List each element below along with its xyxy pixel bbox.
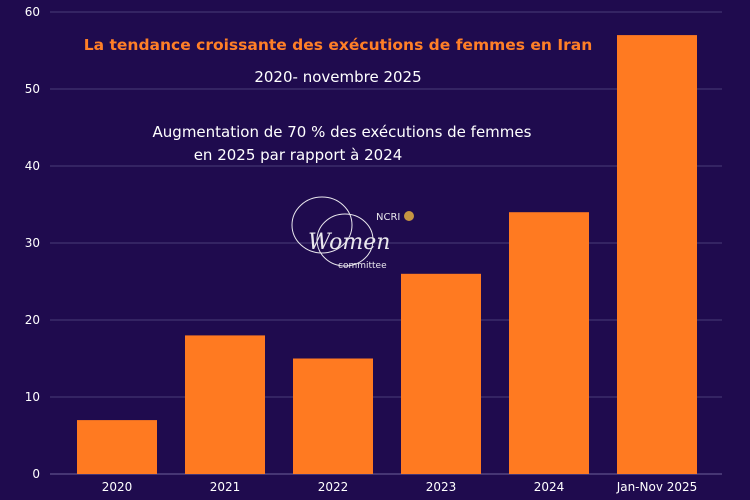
chart-title: La tendance croissante des exécutions de…	[84, 36, 592, 54]
x-tick-label: 2024	[534, 480, 565, 494]
x-tick-label: 2020	[102, 480, 133, 494]
bar-2022	[293, 358, 373, 474]
y-tick-label: 50	[25, 82, 40, 96]
y-tick-label: 30	[25, 236, 40, 250]
x-axis-ticks: 2020 2021 2022 2023 2024 Jan-Nov 2025	[102, 480, 698, 494]
y-tick-label: 40	[25, 159, 40, 173]
y-axis-ticks: 0 10 20 30 40 50 60	[25, 5, 40, 481]
bars	[77, 35, 697, 474]
annotation-line-1: Augmentation de 70 % des exécutions de f…	[153, 123, 532, 141]
y-tick-label: 10	[25, 390, 40, 404]
bar-2023	[401, 273, 481, 474]
y-tick-label: 20	[25, 313, 40, 327]
chart-subtitle: 2020- novembre 2025	[254, 68, 421, 86]
y-tick-label: 60	[25, 5, 40, 19]
x-tick-label: 2022	[318, 480, 349, 494]
bar-2024	[509, 212, 589, 474]
y-tick-label: 0	[32, 467, 40, 481]
x-tick-label: 2023	[426, 480, 457, 494]
svg-text:committee: committee	[338, 261, 387, 271]
x-tick-label: Jan-Nov 2025	[616, 480, 698, 494]
ncri-women-committee-logo: NCRI Women committee	[291, 196, 414, 271]
annotation-line-2: en 2025 par rapport à 2024	[194, 146, 403, 164]
bar-2021	[185, 335, 265, 474]
svg-text:NCRI: NCRI	[376, 212, 400, 223]
svg-text:Women: Women	[308, 230, 390, 255]
bar-2020	[77, 420, 157, 474]
x-tick-label: 2021	[210, 480, 241, 494]
bar-jan-nov-2025	[617, 35, 697, 474]
gridlines	[50, 11, 722, 475]
